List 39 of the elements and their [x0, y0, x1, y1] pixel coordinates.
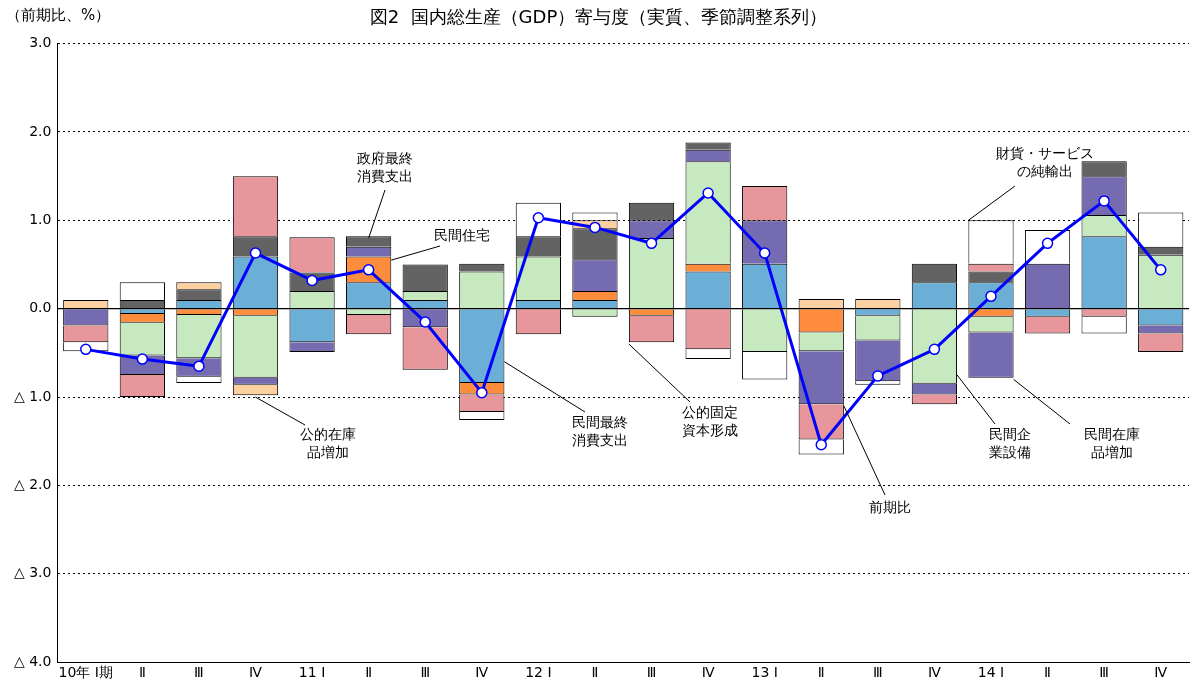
x-tick-label: 12 Ⅰ — [525, 664, 552, 681]
x-tick-label: Ⅱ — [1044, 664, 1052, 681]
y-tick-label: △ 2.0 — [14, 476, 52, 493]
text: 民間在庫品増加 — [1084, 425, 1140, 460]
x-tick-label: 14 Ⅰ — [977, 664, 1005, 681]
text: 民間住宅 — [434, 226, 490, 243]
x-tick-label: Ⅲ — [646, 664, 657, 681]
x-tick-label: 13 Ⅰ — [751, 664, 778, 681]
x-tick-label: 11 Ⅰ — [298, 664, 326, 681]
y-tick-label: △ 1.0 — [14, 387, 52, 404]
y-tick-label: 2.0 — [29, 122, 52, 139]
y-tick-label: 1.0 — [29, 210, 52, 227]
text: 民間最終消費支出 — [572, 413, 628, 448]
x-tick-label: Ⅲ — [420, 664, 431, 681]
text: 政府最終消費支出 — [357, 149, 413, 184]
x-tick-label: Ⅳ — [701, 664, 715, 681]
x-tick-label: Ⅳ — [1154, 664, 1168, 681]
x-tick-label: Ⅱ — [138, 664, 146, 681]
x-tick-label: Ⅳ — [475, 664, 489, 681]
text: 公的在庫品増加 — [300, 425, 356, 460]
x-tick-label: Ⅱ — [817, 664, 825, 681]
x-tick-label: Ⅲ — [1099, 664, 1109, 681]
text: 民間企業設備 — [989, 425, 1031, 460]
x-tick-label: Ⅳ — [927, 664, 941, 681]
text: 公的固定資本形成 — [682, 403, 738, 438]
x-tick-label: Ⅱ — [365, 664, 373, 681]
x-tick-label: Ⅱ — [591, 664, 599, 681]
y-tick-label: 0.0 — [29, 299, 52, 316]
y-axis-title: （前期比、%） — [6, 6, 111, 25]
text: 前期比 — [869, 498, 911, 515]
x-tick-label: Ⅲ — [194, 664, 204, 681]
y-tick-label: 3.0 — [29, 34, 52, 51]
x-tick-label: Ⅲ — [873, 664, 883, 681]
y-tick-label: △ 4.0 — [14, 652, 52, 669]
x-tick-label: 10年 Ⅰ期 — [58, 664, 113, 681]
chart-title: 図2 国内総生産（GDP）寄与度（実質、季節調整系列） — [369, 6, 828, 28]
x-tick-label: Ⅳ — [249, 664, 263, 681]
y-tick-label: △ 3.0 — [14, 564, 52, 581]
text: 財貨・サービスの純輸出 — [996, 144, 1094, 179]
